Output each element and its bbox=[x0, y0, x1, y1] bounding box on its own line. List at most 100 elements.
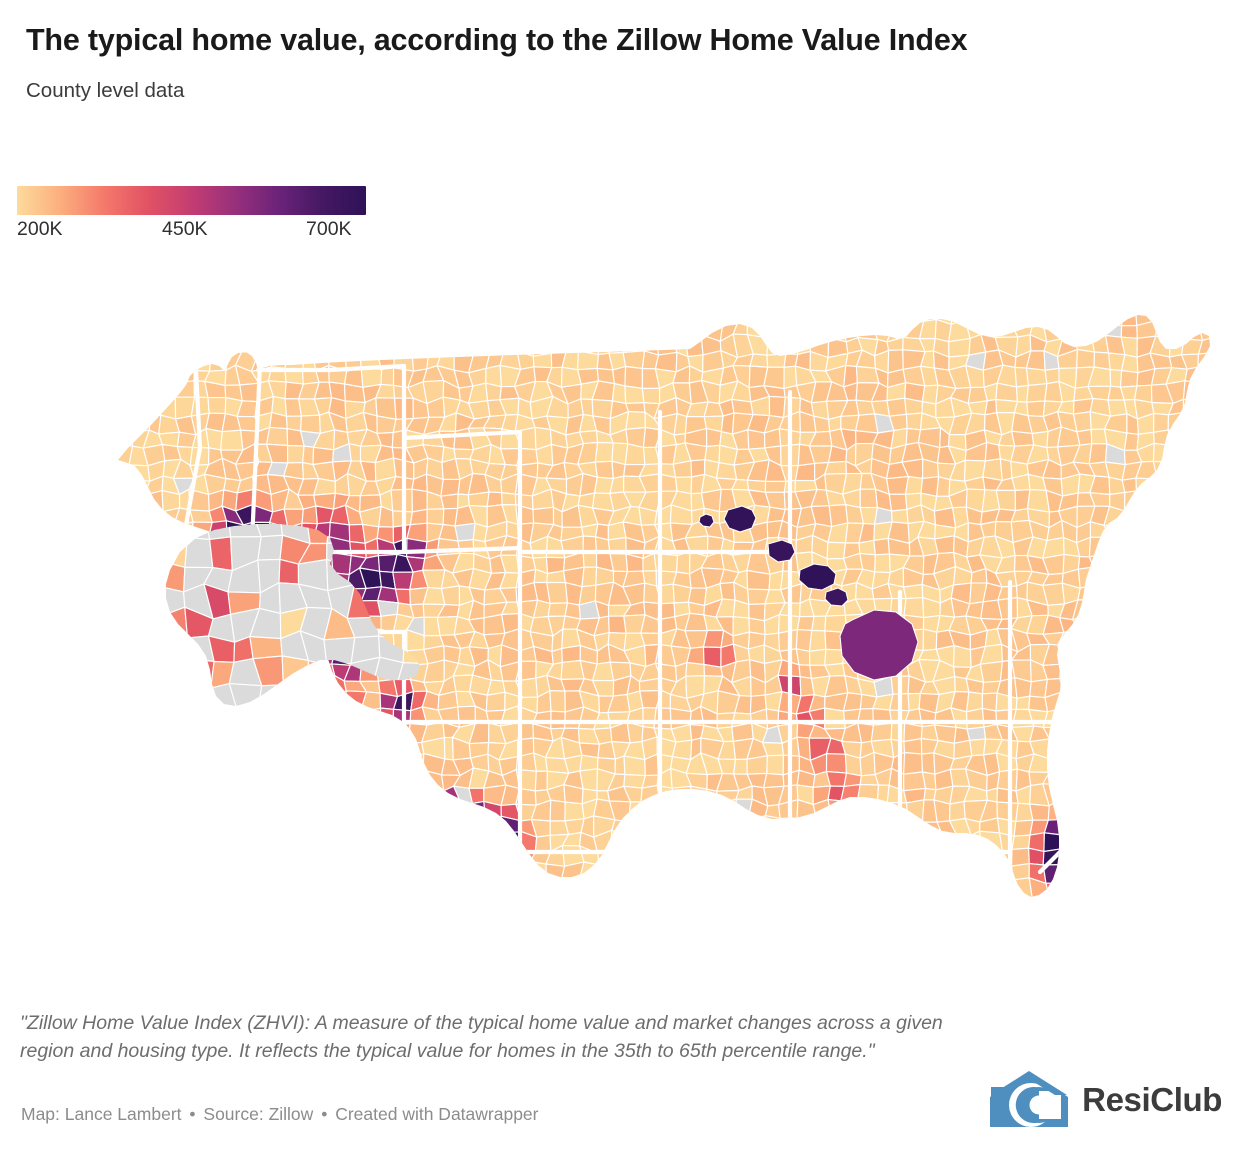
county-shape[interactable] bbox=[485, 691, 506, 712]
county-shape[interactable] bbox=[1185, 875, 1206, 899]
county-shape[interactable] bbox=[1029, 307, 1048, 321]
county-shape[interactable] bbox=[1062, 847, 1081, 870]
county-shape[interactable] bbox=[269, 740, 287, 757]
county-shape[interactable] bbox=[488, 908, 504, 927]
county-shape[interactable] bbox=[422, 899, 439, 913]
county-shape[interactable] bbox=[855, 320, 879, 341]
county-shape[interactable] bbox=[1213, 771, 1234, 786]
county-shape[interactable] bbox=[1201, 724, 1218, 743]
county-shape[interactable] bbox=[551, 910, 568, 927]
county-shape[interactable] bbox=[1215, 648, 1232, 662]
county-shape[interactable] bbox=[330, 320, 351, 341]
county-shape[interactable] bbox=[128, 464, 151, 482]
county-shape[interactable] bbox=[99, 490, 115, 511]
county-shape[interactable] bbox=[127, 723, 145, 742]
county-shape[interactable] bbox=[567, 908, 584, 925]
county-shape[interactable] bbox=[173, 753, 194, 774]
county-shape[interactable] bbox=[1119, 755, 1142, 777]
county-shape[interactable] bbox=[116, 877, 136, 899]
county-shape[interactable] bbox=[751, 830, 768, 850]
county-shape[interactable] bbox=[1091, 661, 1111, 681]
county-shape[interactable] bbox=[142, 708, 162, 731]
county-shape[interactable] bbox=[155, 536, 189, 569]
county-shape[interactable] bbox=[360, 816, 381, 835]
county-shape[interactable] bbox=[157, 865, 178, 879]
county-shape[interactable] bbox=[1197, 461, 1218, 482]
county-shape[interactable] bbox=[1196, 381, 1220, 404]
county-shape[interactable] bbox=[174, 772, 194, 792]
county-shape[interactable] bbox=[1107, 711, 1126, 727]
county-shape[interactable] bbox=[390, 785, 412, 807]
county-shape[interactable] bbox=[1136, 582, 1159, 605]
county-shape[interactable] bbox=[470, 880, 491, 898]
county-shape[interactable] bbox=[1123, 692, 1142, 714]
county-shape[interactable] bbox=[188, 675, 212, 697]
county-shape[interactable] bbox=[684, 882, 705, 896]
county-shape[interactable] bbox=[1167, 537, 1190, 558]
county-shape[interactable] bbox=[1168, 908, 1186, 930]
county-shape[interactable] bbox=[486, 491, 503, 508]
county-shape[interactable] bbox=[640, 784, 661, 803]
county-shape[interactable] bbox=[1094, 767, 1107, 785]
county-shape[interactable] bbox=[173, 380, 196, 398]
county-shape[interactable] bbox=[130, 752, 148, 776]
county-shape[interactable] bbox=[824, 460, 848, 475]
county-shape[interactable] bbox=[100, 414, 119, 436]
county-shape[interactable] bbox=[424, 319, 441, 337]
county-shape[interactable] bbox=[794, 334, 812, 355]
county-shape[interactable] bbox=[1121, 631, 1140, 653]
county-shape[interactable] bbox=[224, 914, 242, 928]
county-shape[interactable] bbox=[1155, 319, 1171, 341]
county-shape[interactable] bbox=[113, 323, 131, 343]
county-shape[interactable] bbox=[730, 846, 753, 869]
county-shape[interactable] bbox=[595, 878, 615, 897]
county-shape[interactable] bbox=[824, 587, 849, 607]
county-shape[interactable] bbox=[451, 845, 475, 863]
county-shape[interactable] bbox=[234, 876, 256, 895]
county-shape[interactable] bbox=[1108, 848, 1128, 870]
county-shape[interactable] bbox=[1197, 677, 1218, 697]
county-shape[interactable] bbox=[284, 739, 302, 758]
county-shape[interactable] bbox=[1064, 893, 1080, 909]
county-shape[interactable] bbox=[115, 537, 135, 555]
county-shape[interactable] bbox=[1118, 814, 1137, 836]
county-shape[interactable] bbox=[297, 320, 317, 341]
county-shape[interactable] bbox=[285, 721, 304, 746]
county-shape[interactable] bbox=[1183, 565, 1204, 587]
county-shape[interactable] bbox=[808, 320, 832, 339]
county-shape[interactable] bbox=[684, 334, 704, 358]
county-shape[interactable] bbox=[193, 913, 212, 929]
county-shape[interactable] bbox=[219, 813, 244, 836]
county-shape[interactable] bbox=[1197, 585, 1219, 606]
county-shape[interactable] bbox=[672, 799, 691, 818]
county-shape[interactable] bbox=[1152, 675, 1170, 700]
county-shape[interactable] bbox=[409, 768, 429, 790]
county-shape[interactable] bbox=[705, 427, 723, 448]
county-shape[interactable] bbox=[1165, 597, 1185, 619]
county-shape[interactable] bbox=[269, 690, 290, 714]
county-shape[interactable] bbox=[410, 818, 430, 837]
county-shape[interactable] bbox=[500, 334, 520, 353]
county-shape[interactable] bbox=[1166, 520, 1190, 541]
county-shape[interactable] bbox=[622, 334, 646, 354]
county-shape[interactable] bbox=[126, 567, 150, 589]
county-shape[interactable] bbox=[126, 694, 148, 715]
county-shape[interactable] bbox=[307, 659, 334, 691]
county-shape[interactable] bbox=[251, 800, 270, 821]
county-shape[interactable] bbox=[147, 860, 166, 878]
county-shape[interactable] bbox=[193, 307, 212, 324]
county-shape[interactable] bbox=[1072, 677, 1094, 695]
county-shape[interactable] bbox=[468, 800, 487, 821]
county-shape[interactable] bbox=[1057, 708, 1081, 730]
county-shape[interactable] bbox=[351, 708, 379, 733]
county-shape[interactable] bbox=[1135, 658, 1155, 684]
county-shape[interactable] bbox=[175, 707, 198, 727]
county-shape[interactable] bbox=[936, 475, 951, 497]
county-shape[interactable] bbox=[163, 830, 180, 850]
county-shape[interactable] bbox=[452, 896, 475, 910]
county-shape[interactable] bbox=[177, 914, 195, 926]
county-shape[interactable] bbox=[191, 337, 214, 355]
county-shape[interactable] bbox=[1134, 678, 1155, 700]
county-shape[interactable] bbox=[1026, 383, 1048, 403]
county-shape[interactable] bbox=[794, 462, 816, 482]
